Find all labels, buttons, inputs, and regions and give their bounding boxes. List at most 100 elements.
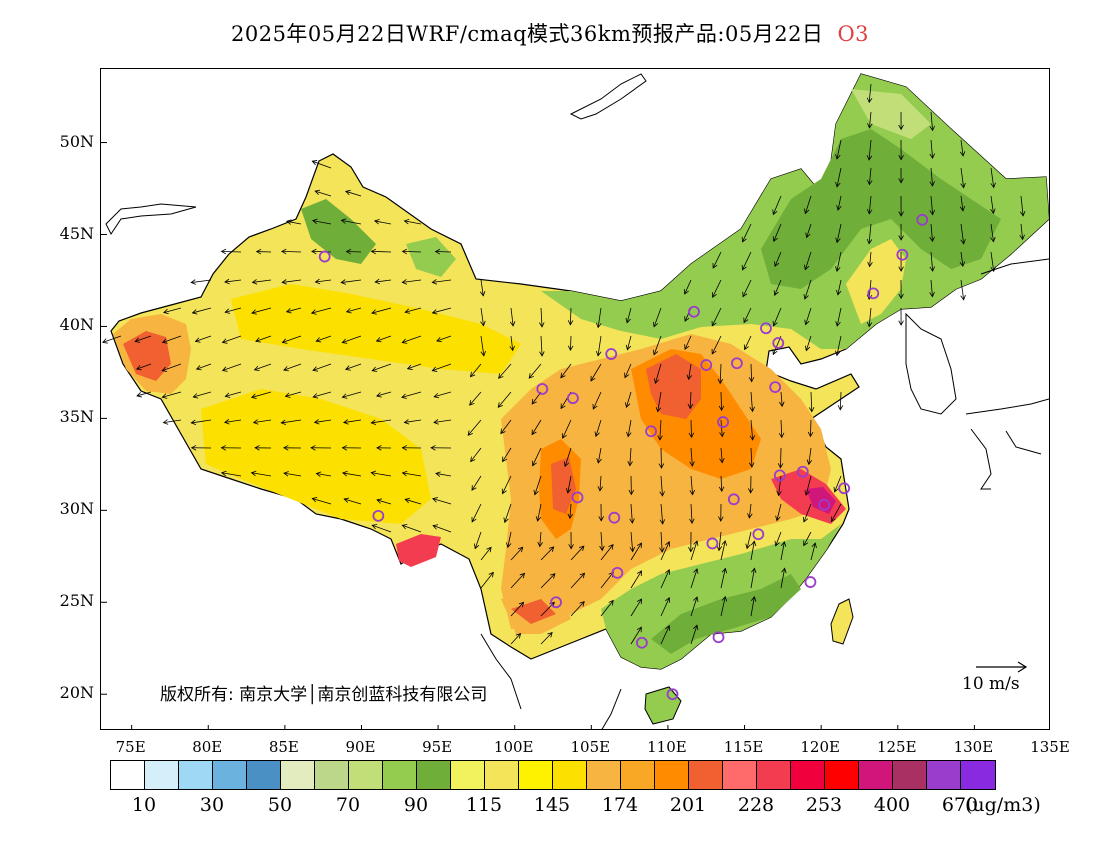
- wind-arrow: [660, 541, 670, 561]
- wind-arrow: [255, 335, 272, 342]
- wind-arrow-head: [136, 392, 142, 398]
- outline-korea: [905, 312, 957, 415]
- colorbar-cell: [179, 761, 213, 789]
- colorbar-label: 90: [403, 794, 429, 816]
- wind-arrow: [471, 503, 482, 523]
- wind-arrow-head: [500, 428, 506, 435]
- wind-arrow: [836, 167, 842, 187]
- wind-arrow-head: [629, 546, 636, 553]
- wind-arrow: [316, 335, 332, 342]
- wind-arrow-head: [340, 218, 347, 224]
- wind-arrow: [286, 220, 302, 225]
- wind-arrow: [432, 498, 452, 505]
- wind-arrow: [629, 447, 632, 466]
- wind-arrow-head: [471, 485, 477, 491]
- wind-scale-legend: 10 m/s: [962, 660, 1034, 694]
- wind-arrow: [371, 307, 392, 314]
- wind-arrow: [480, 307, 484, 326]
- wind-arrow: [221, 250, 242, 253]
- wind-arrow: [600, 572, 614, 589]
- wind-arrow-head: [311, 497, 318, 503]
- wind-arrow-head: [473, 543, 480, 550]
- wind-arrow: [653, 307, 662, 327]
- wind-arrow: [341, 219, 362, 225]
- wind-arrow-head: [592, 403, 598, 410]
- wind-arrow-head: [503, 517, 509, 524]
- wind-arrow: [135, 335, 152, 342]
- wind-arrow-head: [436, 336, 442, 343]
- wind-arrow: [805, 307, 812, 325]
- zone-green-light-ne: [851, 89, 931, 139]
- lon-label-90E: 90E: [345, 738, 376, 756]
- wind-arrow-head: [480, 320, 486, 327]
- wind-arrow-head: [251, 309, 257, 315]
- wind-arrow-head: [406, 364, 413, 370]
- map-frame: [100, 68, 1050, 730]
- wind-arrow: [684, 279, 692, 295]
- wind-arrow-head: [688, 547, 694, 553]
- wind-arrow-head: [867, 261, 873, 268]
- wind-arrow: [810, 543, 816, 561]
- wind-arrow-head: [721, 540, 728, 546]
- wind-arrow-head: [636, 570, 642, 577]
- wind-vector-field: [102, 83, 1026, 645]
- wind-arrow: [600, 600, 614, 617]
- title-species: O3: [837, 22, 870, 46]
- wind-arrow-head: [693, 540, 699, 547]
- wind-arrow-head: [375, 337, 382, 343]
- wind-arrow-head: [432, 524, 439, 530]
- wind-arrow-head: [224, 392, 231, 398]
- wind-arrow-head: [539, 351, 545, 357]
- wind-arrow-head: [653, 378, 660, 384]
- wind-arrow: [720, 391, 723, 411]
- wind-arrow: [868, 307, 872, 327]
- wind-arrow: [804, 195, 812, 214]
- zone-green-xinjiang: [301, 199, 376, 264]
- wind-arrow-head: [497, 402, 504, 408]
- wind-arrow: [195, 335, 212, 342]
- wind-arrow-head: [684, 316, 690, 322]
- wind-arrow-head: [807, 431, 814, 438]
- wind-arrow: [540, 546, 554, 561]
- wind-arrow: [990, 251, 995, 272]
- lat-label-40N: 40N: [59, 315, 94, 335]
- wind-arrow: [775, 531, 782, 546]
- wind-arrow-head: [929, 181, 935, 187]
- wind-arrow: [251, 391, 272, 398]
- landmass-hainan: [644, 686, 682, 725]
- wind-arrow-head: [190, 445, 197, 451]
- wind-arrow-head: [563, 461, 570, 468]
- wind-arrow: [808, 447, 812, 465]
- wind-arrow: [627, 335, 632, 350]
- wind-arrow-head: [804, 345, 811, 352]
- wind-arrow-head: [254, 445, 260, 451]
- wind-arrow: [837, 279, 842, 295]
- wind-arrow: [313, 391, 332, 398]
- wind-arrow-head: [625, 344, 632, 351]
- wind-arrow-head: [579, 601, 585, 607]
- wind-arrow-head: [434, 248, 441, 255]
- wind-arrow-head: [404, 497, 411, 504]
- wind-arrow-head: [990, 236, 996, 243]
- wind-arrow-head: [590, 375, 596, 382]
- wind-arrow-head: [486, 546, 492, 553]
- wind-arrow: [868, 83, 872, 103]
- colorbar-label: 670: [941, 794, 979, 816]
- wind-arrow-head: [371, 366, 378, 372]
- wind-arrow-head: [431, 279, 438, 285]
- lon-label-135E: 135E: [1030, 738, 1070, 756]
- wind-arrow-head: [929, 209, 936, 216]
- wind-arrow: [401, 391, 422, 398]
- colorbar-cell: [723, 761, 757, 789]
- wind-arrow-head: [376, 498, 382, 504]
- wind-arrow: [222, 363, 242, 371]
- lon-label-120E: 120E: [800, 738, 840, 756]
- wind-arrow-head: [469, 371, 476, 378]
- wind-arrow-head: [959, 205, 966, 212]
- wind-arrow: [599, 475, 602, 491]
- wind-arrow-head: [866, 209, 873, 215]
- wind-arrow-head: [721, 567, 728, 574]
- wind-arrow-head: [776, 490, 782, 497]
- wind-arrow-head: [315, 337, 322, 343]
- colorbar-label: 70: [335, 794, 361, 816]
